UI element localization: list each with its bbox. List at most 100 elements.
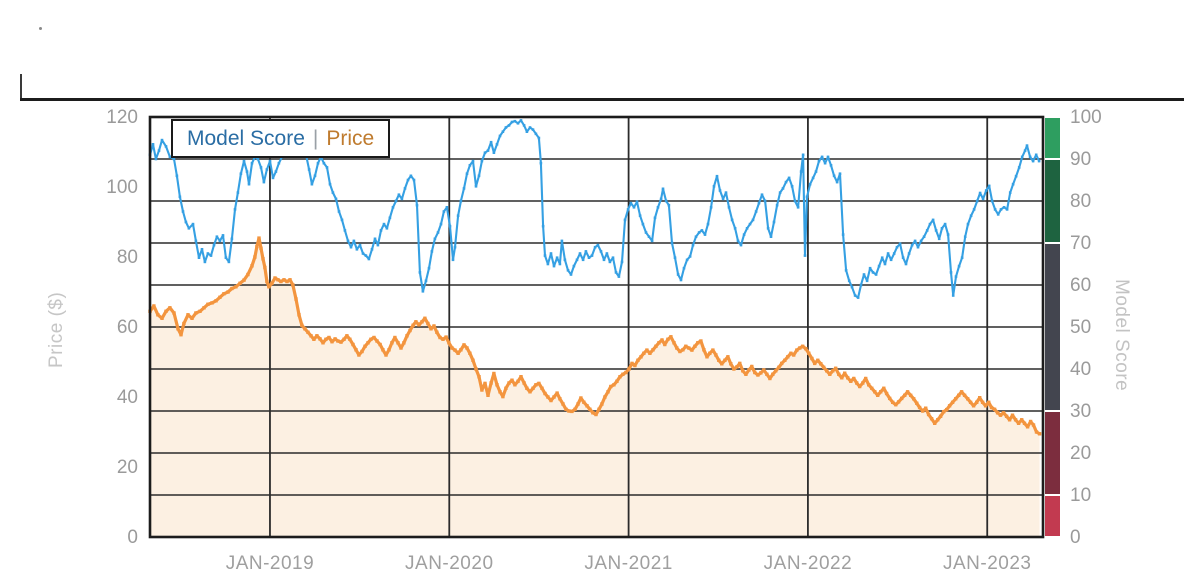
data-point-marker	[324, 337, 328, 341]
data-point-marker	[894, 403, 898, 407]
data-point-marker	[354, 348, 358, 352]
data-point-marker	[903, 393, 907, 397]
data-point-marker	[285, 279, 289, 284]
data-point-marker	[172, 157, 176, 161]
data-point-marker	[288, 278, 292, 282]
data-point-marker	[246, 272, 250, 277]
data-point-marker	[471, 358, 475, 362]
legend-item-price[interactable]: Price	[326, 126, 375, 150]
data-point-marker	[678, 349, 682, 354]
data-point-marker	[507, 124, 511, 127]
data-point-marker	[676, 273, 680, 276]
data-point-marker	[766, 227, 770, 230]
data-point-marker	[510, 120, 514, 124]
data-point-marker	[250, 161, 254, 165]
data-point-marker	[784, 180, 788, 184]
data-point-marker	[846, 376, 850, 380]
data-point-marker	[1037, 159, 1041, 163]
data-point-marker	[874, 273, 878, 276]
data-point-marker	[339, 340, 343, 344]
data-point-marker	[826, 155, 830, 159]
data-point-marker	[175, 174, 179, 178]
data-point-marker	[546, 262, 550, 266]
data-point-marker	[534, 383, 538, 387]
data-point-marker	[265, 168, 269, 171]
data-point-marker	[361, 252, 365, 255]
data-point-marker	[667, 203, 671, 207]
data-point-marker	[664, 199, 668, 203]
data-point-marker	[888, 396, 892, 401]
data-point-marker	[747, 368, 751, 372]
data-point-marker	[230, 286, 234, 291]
data-point-marker	[638, 214, 642, 217]
data-point-marker	[768, 376, 772, 381]
data-point-marker	[593, 245, 597, 249]
data-point-marker	[681, 348, 685, 352]
data-point-marker	[624, 370, 628, 375]
data-point-marker	[388, 216, 392, 220]
data-point-marker	[987, 400, 991, 404]
data-point-marker	[178, 195, 182, 199]
data-point-marker	[639, 355, 643, 359]
data-point-marker	[399, 346, 403, 350]
data-point-marker	[541, 224, 545, 228]
data-point-marker	[357, 353, 361, 357]
data-point-marker	[560, 239, 564, 243]
data-point-marker	[760, 193, 764, 196]
data-point-marker	[531, 386, 535, 390]
data-point-marker	[516, 122, 520, 125]
data-point-marker	[949, 271, 953, 274]
legend-item-model-score[interactable]: Model Score	[187, 126, 305, 150]
data-point-marker	[378, 342, 382, 347]
score-band-neutral	[1045, 244, 1060, 410]
data-point-marker	[393, 335, 397, 340]
data-point-marker	[433, 237, 437, 241]
data-point-marker	[771, 372, 775, 376]
data-point-marker	[152, 304, 156, 308]
data-point-marker	[736, 239, 740, 243]
data-point-marker	[584, 250, 588, 253]
data-point-marker	[510, 378, 514, 382]
data-point-marker	[886, 252, 890, 255]
data-point-marker	[844, 269, 848, 272]
data-point-marker	[203, 260, 207, 264]
data-point-marker	[954, 397, 958, 401]
data-point-marker	[659, 197, 663, 201]
data-point-marker	[992, 407, 997, 411]
score-band-good	[1045, 160, 1060, 242]
data-point-marker	[519, 375, 523, 379]
data-point-marker	[352, 239, 356, 243]
data-point-marker	[412, 178, 416, 182]
data-point-marker	[154, 157, 158, 161]
data-point-marker	[803, 254, 807, 257]
data-point-marker	[537, 136, 541, 140]
data-point-marker	[905, 390, 910, 394]
data-point-marker	[850, 285, 854, 289]
data-point-marker	[197, 256, 201, 259]
data-point-marker	[212, 243, 216, 247]
data-point-marker	[513, 383, 517, 387]
data-point-marker	[233, 208, 237, 211]
data-point-marker	[969, 214, 973, 217]
right-axis-tick: 0	[1070, 527, 1081, 548]
data-point-marker	[714, 353, 718, 357]
data-point-marker	[895, 245, 899, 249]
left-axis-tick: 120	[106, 107, 138, 128]
data-point-marker	[321, 341, 325, 345]
data-point-marker	[739, 243, 743, 247]
data-point-marker	[654, 344, 658, 348]
data-point-marker	[558, 397, 562, 401]
data-point-marker	[596, 243, 600, 247]
data-point-marker	[822, 365, 826, 369]
data-point-marker	[841, 233, 845, 236]
data-point-marker	[242, 159, 246, 163]
data-point-marker	[748, 222, 752, 226]
data-point-marker	[342, 337, 346, 341]
data-point-marker	[960, 256, 964, 259]
data-point-marker	[978, 396, 982, 400]
data-point-marker	[838, 172, 842, 175]
data-point-marker	[775, 203, 779, 207]
data-point-marker	[762, 368, 766, 372]
data-point-marker	[247, 182, 251, 186]
